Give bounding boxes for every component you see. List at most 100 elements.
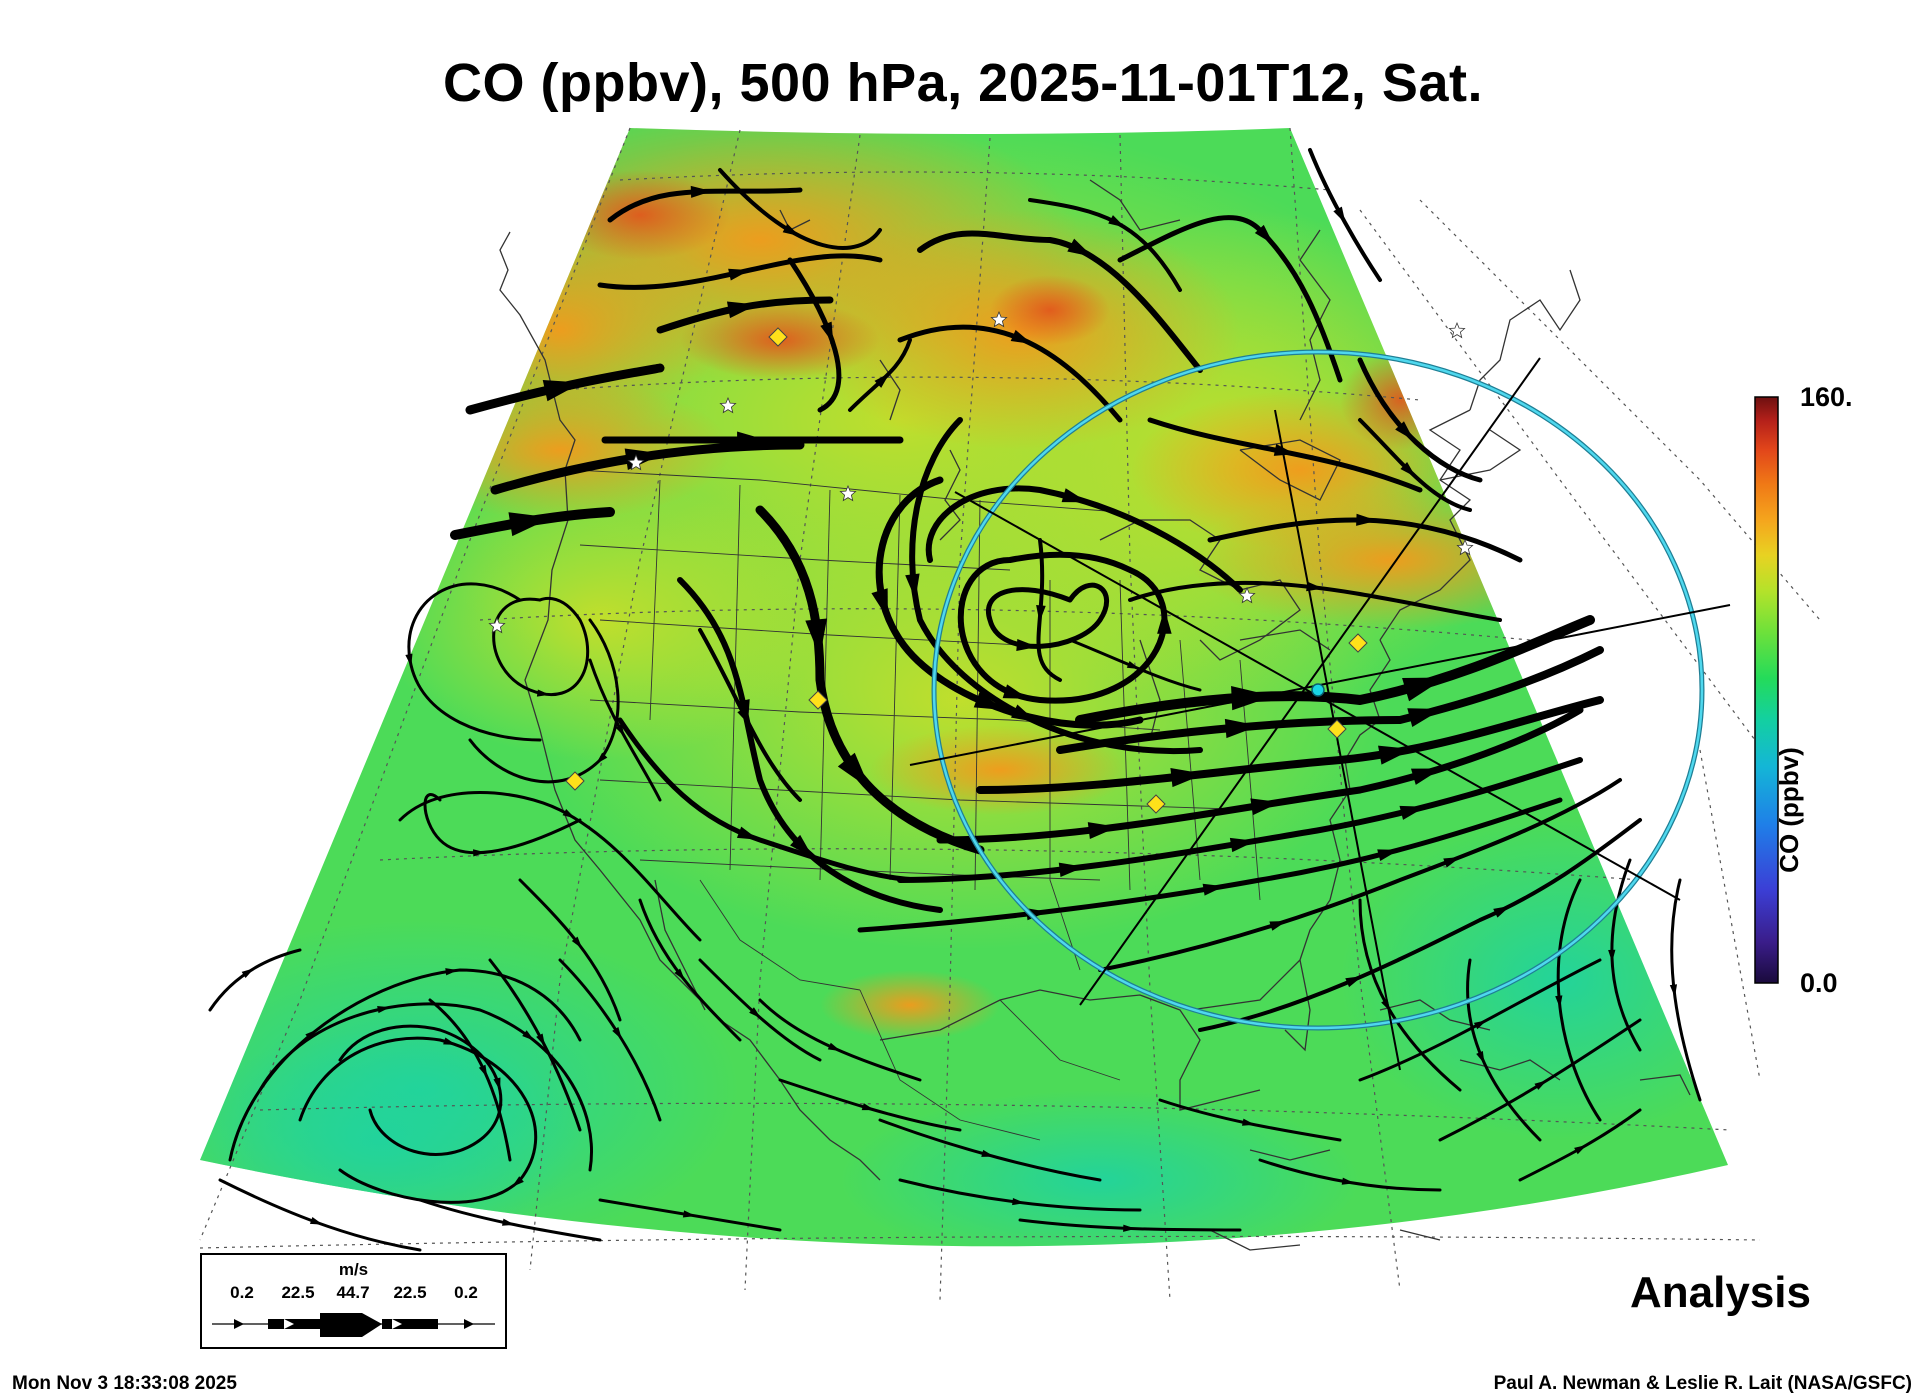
streamline [228, 968, 582, 1162]
streamline-arrow [1345, 976, 1363, 988]
streamline-arrow [1254, 224, 1274, 245]
streamline-arrow [1126, 661, 1140, 670]
streamline-arrow [1036, 605, 1046, 623]
streamline-arrow [305, 1029, 318, 1041]
streamline-arrow [536, 1033, 546, 1047]
streamline [1056, 646, 1604, 754]
streamline [298, 1036, 538, 1204]
streamline-arrow [981, 1149, 995, 1157]
streamline-arrow [443, 1037, 457, 1045]
streamline-arrow [445, 968, 459, 976]
streamline-arrow [1269, 921, 1287, 931]
trajectory-line [1274, 409, 1401, 1071]
streamline-arrow [1273, 444, 1296, 456]
streamline [718, 168, 882, 250]
streamline [936, 706, 1584, 844]
streamline [677, 577, 943, 913]
station-star [1448, 321, 1466, 339]
wind-legend-tick: 22.5 [281, 1283, 315, 1302]
streamline-arrow [1574, 1144, 1587, 1155]
streamline-arrow [1443, 856, 1461, 868]
streamline [423, 793, 582, 855]
site-diamond [768, 327, 788, 347]
streamline-arrow [1476, 1050, 1485, 1064]
station-star [719, 396, 737, 414]
streamline [787, 257, 842, 413]
station-star [839, 484, 857, 502]
wind-legend-tick: 0.2 [230, 1283, 254, 1302]
station-star [1456, 538, 1474, 556]
streamline-arrow [1157, 608, 1172, 634]
wind-legend-tick: 0.2 [454, 1283, 478, 1302]
streamline-arrow [1061, 488, 1088, 503]
streamline-arrow [241, 968, 255, 979]
station-star [990, 310, 1008, 328]
streamline-arrow [1224, 718, 1259, 739]
streamline-arrow [1534, 1080, 1548, 1090]
streamline-arrow [690, 185, 712, 198]
streamline-arrow [874, 372, 890, 388]
streamline-arrow [805, 618, 827, 658]
site-diamond [1146, 794, 1166, 814]
streamline-arrow [973, 691, 1005, 710]
wind-legend-tick: 44.7 [336, 1283, 370, 1302]
trajectory-overlay [909, 349, 1731, 1071]
streamline-arrow [1011, 704, 1037, 723]
wind-speed-legend: m/s 0.2 22.5 44.7 22.5 0.2 [200, 1253, 507, 1349]
streamline-arrow [1012, 1197, 1025, 1206]
streamline-arrow [1378, 745, 1413, 765]
streamline-arrow [674, 968, 685, 981]
streamline [617, 717, 923, 883]
streamline-arrow [473, 849, 486, 857]
streamline-arrow [737, 431, 767, 449]
streamline-arrow [871, 588, 888, 619]
trajectory-line [1079, 357, 1541, 1006]
streamline [1610, 858, 1642, 1052]
streamline-arrow [1002, 684, 1029, 699]
streamline-arrow [1333, 206, 1346, 224]
streamline [957, 551, 1168, 704]
credit: Paul A. Newman & Leslie R. Lait (NASA/GS… [1493, 1373, 1912, 1394]
streamline-arrow [1087, 822, 1118, 839]
streamline-arrow [682, 1210, 696, 1218]
streamline-arrow [1170, 767, 1205, 788]
streamline-arrow [309, 1216, 323, 1225]
streamline-arrow [1010, 329, 1033, 344]
streamline [398, 791, 702, 942]
streamline-arrow [1058, 862, 1085, 878]
streamline-arrow [1341, 1177, 1355, 1185]
streamline-arrow [1250, 798, 1281, 816]
station-markers [488, 310, 1474, 814]
streamline-arrow [511, 1176, 524, 1188]
streamline-arrow [827, 1042, 841, 1052]
streamline-arrow [615, 724, 625, 737]
streamline-arrow [478, 1064, 488, 1078]
streamline-arrow [820, 321, 834, 344]
streamline [878, 1118, 1102, 1182]
streamline [976, 696, 1604, 794]
wind-legend-tick: 22.5 [393, 1283, 427, 1302]
streamline-arrow [1377, 849, 1399, 862]
site-diamond [1348, 633, 1368, 653]
streamline-arrow [1229, 837, 1256, 853]
streamline [917, 230, 1203, 373]
streamline [1018, 1218, 1242, 1232]
streamline [1466, 958, 1542, 1142]
streamline [698, 628, 802, 802]
streamline-arrow [1202, 883, 1225, 896]
streamline-arrow [1400, 462, 1416, 478]
streamline [755, 505, 985, 855]
streamline-arrow [1016, 638, 1038, 652]
colorbar-min-label: 0.0 [1800, 968, 1838, 998]
station-star [627, 453, 645, 471]
streamline-arrow [612, 1027, 622, 1040]
streamline [1036, 538, 1062, 682]
streamline-arrow [726, 301, 758, 319]
streamline-arrow [728, 268, 750, 281]
streamline [1098, 778, 1622, 972]
svg-text:CO (ppbv): CO (ppbv) [1774, 747, 1804, 873]
streamline [909, 417, 1203, 755]
streamline-arrow [571, 936, 583, 949]
graticule [199, 127, 1821, 1301]
